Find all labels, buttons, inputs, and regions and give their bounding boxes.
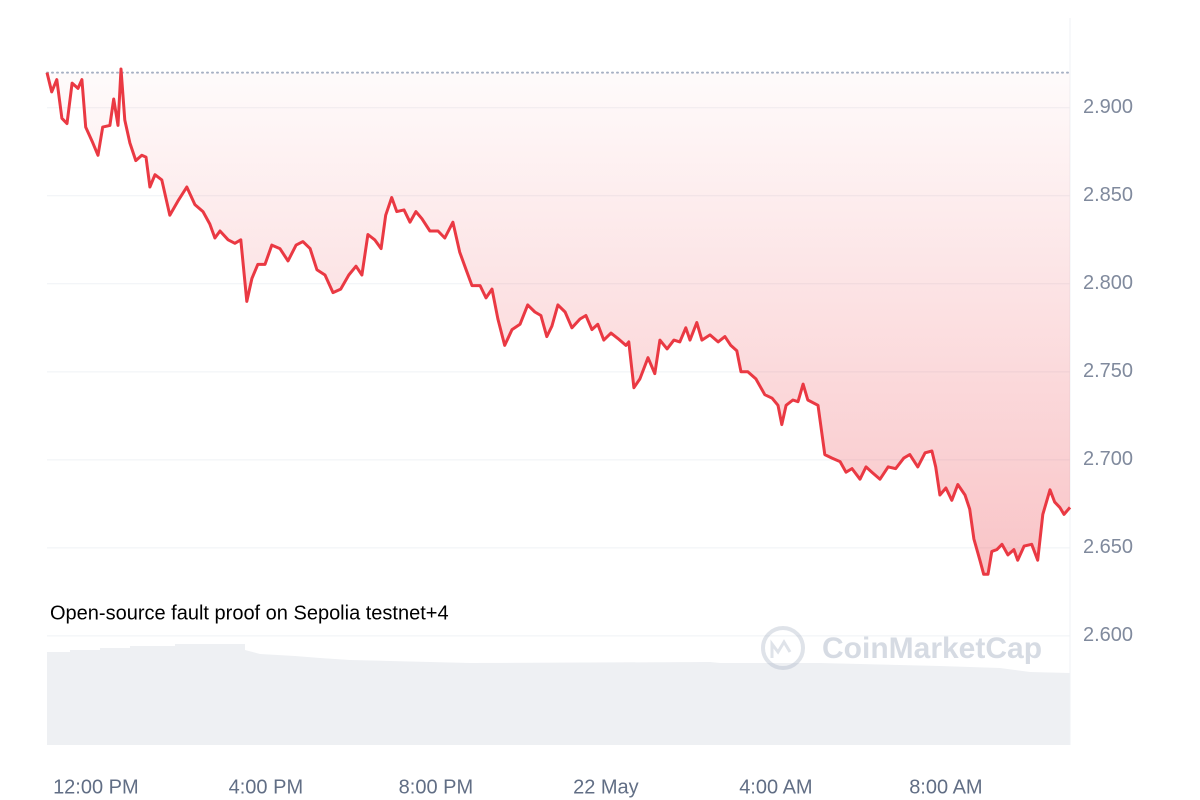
- annotation: Open-source fault proof on Sepolia testn…: [50, 602, 449, 624]
- watermark: CoinMarketCap: [822, 632, 1042, 665]
- x-tick-label: 8:00 PM: [399, 776, 473, 798]
- x-tick-label: 4:00 AM: [739, 776, 812, 798]
- x-tick-label: 12:00 PM: [53, 776, 139, 798]
- area-fill: [47, 69, 1070, 575]
- y-tick-label: 2.650: [1083, 536, 1133, 558]
- watermark-logo: [761, 626, 805, 670]
- plot: [45, 67, 1072, 576]
- volume-backdrop: [47, 644, 1070, 745]
- y-tick-label: 2.700: [1083, 448, 1133, 470]
- y-tick-label: 2.900: [1083, 96, 1133, 118]
- price-line: [45, 67, 1072, 576]
- x-tick-label: 22 May: [573, 776, 639, 798]
- y-tick-label: 2.750: [1083, 360, 1133, 382]
- x-tick-label: 4:00 PM: [229, 776, 303, 798]
- y-tick-label: 2.600: [1083, 624, 1133, 646]
- x-tick-label: 8:00 AM: [909, 776, 982, 798]
- y-tick-label: 2.800: [1083, 272, 1133, 294]
- y-tick-label: 2.850: [1083, 184, 1133, 206]
